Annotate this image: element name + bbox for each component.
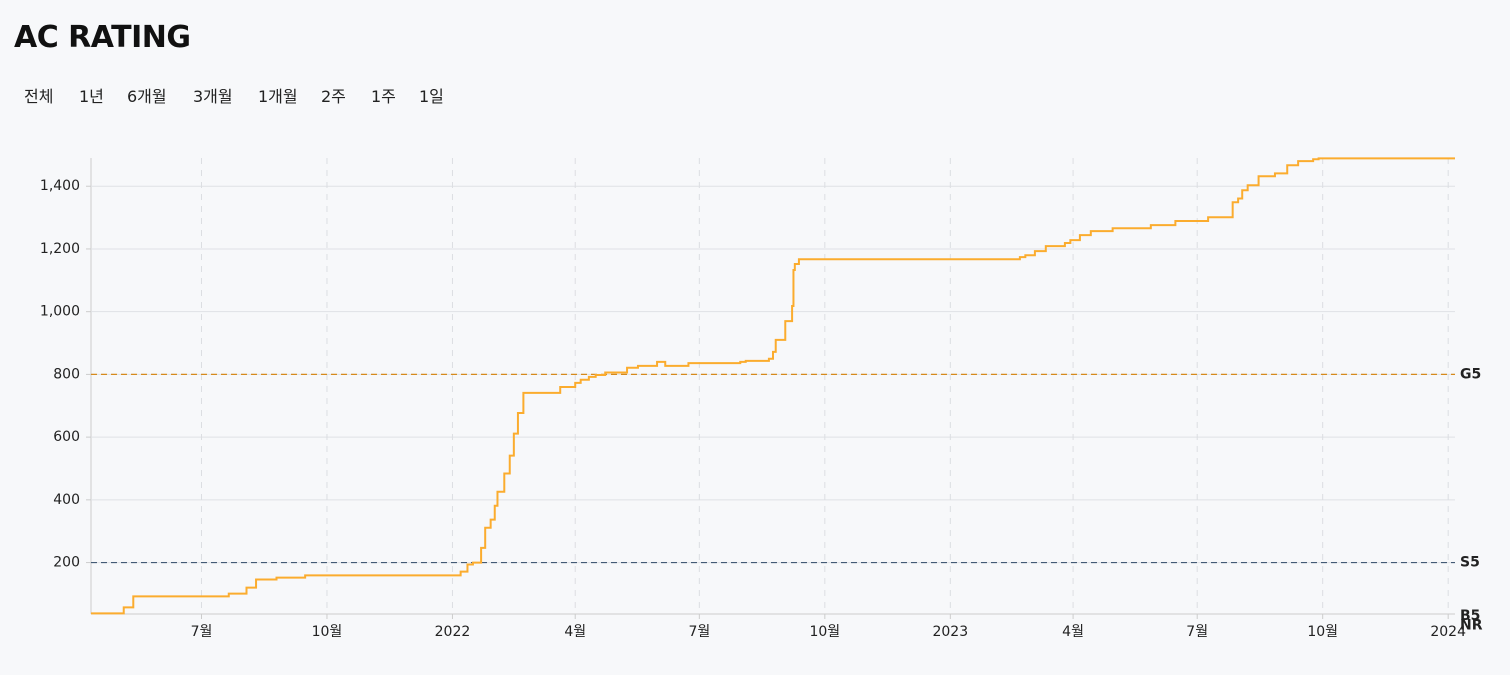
y-tick-label: 400 — [53, 492, 80, 508]
y-tick-label: 200 — [53, 555, 80, 571]
page-title: AC RATING — [14, 20, 191, 55]
y-tick-label: 600 — [53, 429, 80, 445]
y-tick-label: 1,000 — [40, 304, 80, 320]
x-tick-label: 10월 — [809, 624, 840, 640]
x-tick-label: 2023 — [932, 624, 968, 640]
range-tab[interactable]: 1년 — [79, 87, 104, 106]
y-tick-label: 800 — [53, 366, 80, 382]
x-tick-label: 10월 — [312, 624, 343, 640]
range-tab[interactable]: 전체 — [24, 87, 54, 106]
x-tick-label: 2022 — [435, 624, 471, 640]
range-tab[interactable]: 1개월 — [258, 87, 298, 106]
x-tick-label: 4월 — [1062, 624, 1084, 640]
range-tab[interactable]: 2주 — [321, 87, 346, 106]
x-tick-label: 7월 — [688, 624, 710, 640]
threshold-label: S5 — [1460, 555, 1480, 571]
threshold-label: B5 — [1460, 608, 1480, 624]
rating-line — [91, 157, 1455, 615]
range-tab[interactable]: 6개월 — [127, 87, 167, 106]
range-tab[interactable]: 1일 — [419, 87, 444, 106]
threshold-label: NR — [1460, 617, 1483, 633]
range-tab[interactable]: 1주 — [371, 87, 396, 106]
range-tab[interactable]: 3개월 — [193, 87, 233, 106]
x-tick-label: 7월 — [1186, 624, 1208, 640]
x-tick-label: 10월 — [1307, 624, 1338, 640]
x-tick-label: 4월 — [564, 624, 586, 640]
x-tick-label: 7월 — [191, 624, 213, 640]
threshold-label: G5 — [1460, 366, 1481, 382]
x-tick-label: 2024 — [1430, 624, 1466, 640]
y-tick-label: 1,200 — [40, 241, 80, 257]
y-tick-label: 1,400 — [40, 178, 80, 194]
